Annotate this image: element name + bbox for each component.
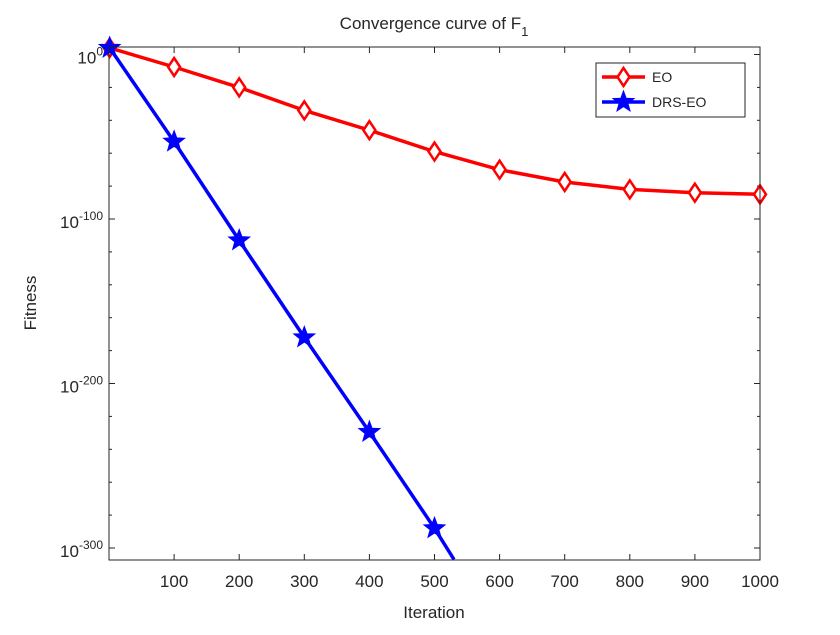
legend: EO DRS-EO [595, 62, 746, 118]
diamond-marker [557, 170, 573, 194]
x-tick-label: 500 [420, 572, 448, 591]
y-tick-base: 10 [60, 542, 79, 561]
title-main: Convergence curve of F [340, 14, 521, 33]
x-tick-label: 900 [681, 572, 709, 591]
diamond-marker [426, 140, 443, 163]
y-tick-label: 10-200 [60, 374, 103, 397]
y-tick-label: 10-100 [60, 209, 103, 232]
x-tick-label: 800 [616, 572, 644, 591]
star-marker [357, 419, 382, 443]
star-marker [227, 227, 252, 251]
plot-area [109, 47, 760, 560]
diamond-marker [687, 181, 703, 204]
diamond-marker [361, 118, 377, 142]
legend-label: DRS-EO [652, 94, 707, 110]
diamond-marker [492, 158, 508, 181]
x-tick-label: 700 [551, 572, 579, 591]
axis-ticks: 100 200 300 400 500 600 700 800 900 100010010-100… [60, 45, 779, 592]
diamond-marker [622, 178, 638, 201]
series-eo [102, 36, 768, 206]
legend-label: EO [652, 69, 672, 85]
y-tick-label: 100 [77, 45, 103, 68]
chart-title: Convergence curve of F1 [340, 14, 529, 39]
x-axis-label: Iteration [403, 603, 464, 622]
y-tick-base: 10 [60, 213, 79, 232]
legend-star-icon [611, 89, 636, 113]
y-tick-exponent: -200 [79, 374, 103, 388]
diamond-marker [231, 76, 247, 99]
y-tick-exponent: 0 [96, 45, 103, 59]
x-tick-label: 600 [485, 572, 513, 591]
diamond-marker [166, 55, 182, 79]
y-tick-exponent: -300 [79, 538, 103, 552]
x-tick-label: 300 [290, 572, 318, 591]
y-tick-label: 10-300 [60, 538, 103, 561]
x-tick-label: 200 [225, 572, 253, 591]
y-tick-base: 10 [60, 378, 79, 397]
star-marker [292, 324, 317, 348]
axes-box [108, 46, 761, 561]
y-tick-base: 10 [77, 49, 96, 68]
title-subscript: 1 [521, 24, 528, 39]
y-tick-exponent: -100 [79, 209, 103, 223]
x-tick-label: 400 [355, 572, 383, 591]
y-axis-label: Fitness [21, 276, 40, 331]
x-tick-label: 1000 [741, 572, 779, 591]
x-tick-label: 100 [160, 572, 188, 591]
series-group [97, 35, 768, 561]
legend-diamond-icon [615, 65, 632, 89]
diamond-marker [296, 99, 312, 122]
star-marker [162, 129, 186, 152]
star-marker [422, 515, 447, 539]
